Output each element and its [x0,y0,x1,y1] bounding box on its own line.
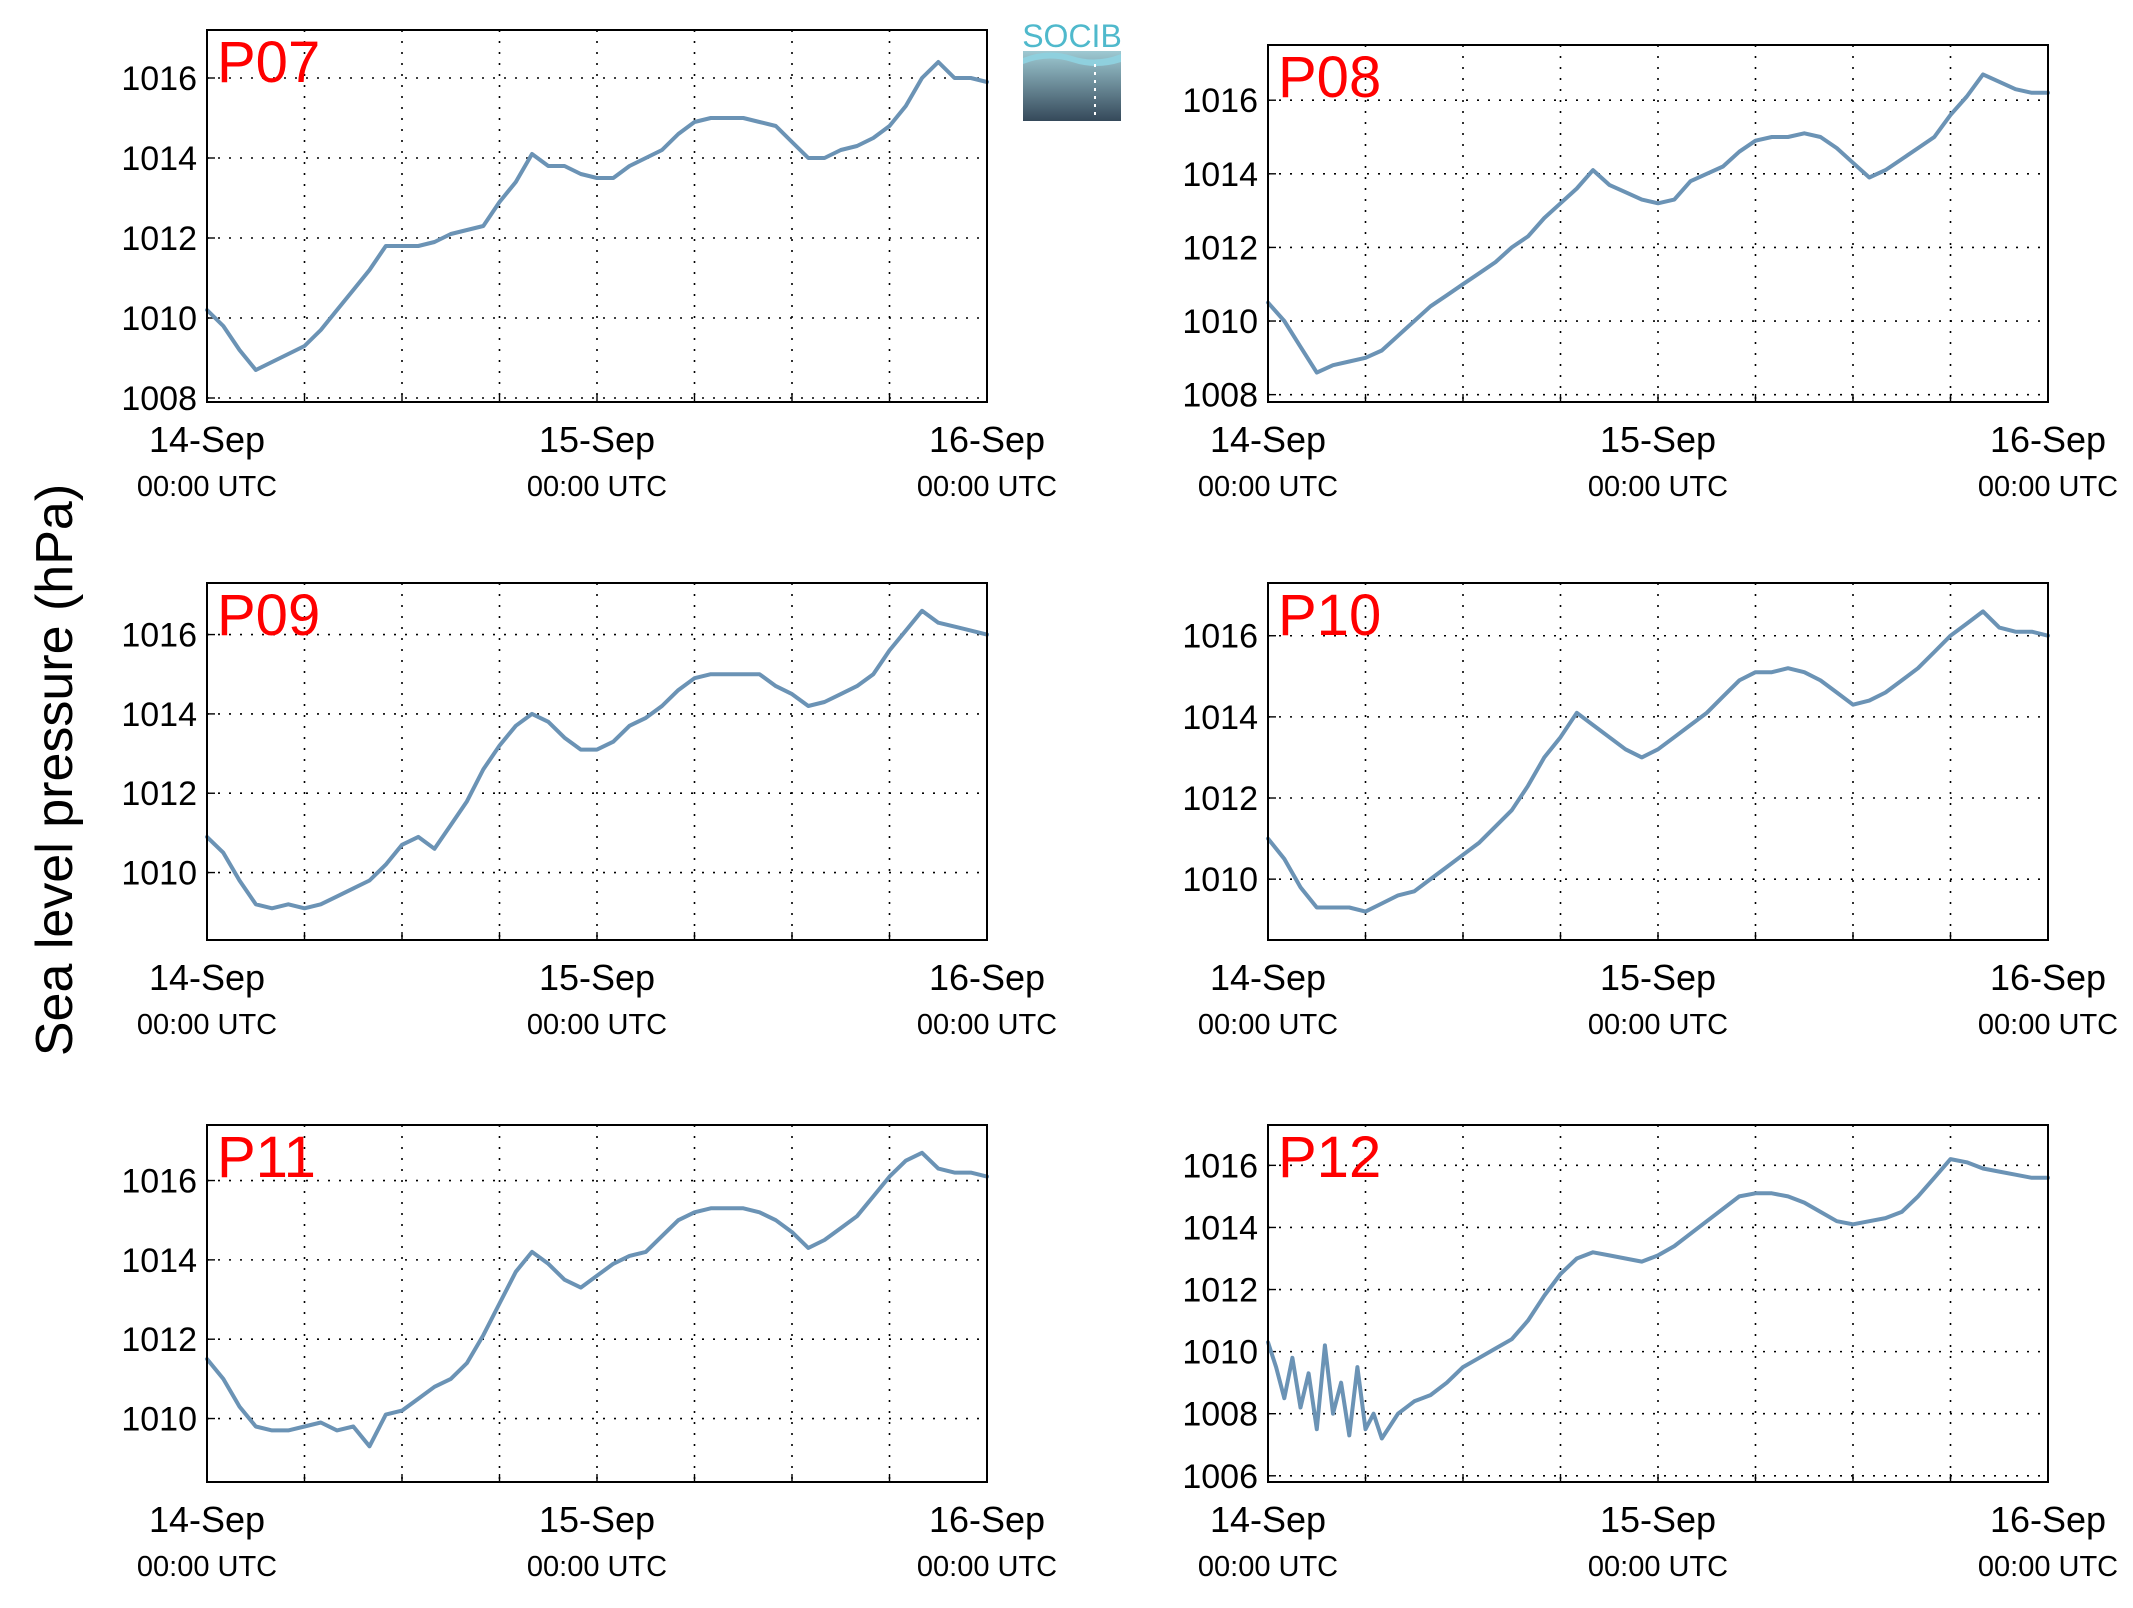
y-tick-label: 1016 [1182,82,1258,120]
pressure-series-line [205,608,989,911]
x-tick-time-label: 00:00 UTC [1198,471,1338,503]
y-tick-label: 1014 [1182,699,1258,737]
y-axis-label: Sea level pressure (hPa) [26,484,84,1056]
x-tick-date-label: 15-Sep [1600,957,1716,998]
panel-label: P10 [1278,583,1381,648]
y-tick-label: 1010 [1182,861,1258,899]
x-tick-time-label: 00:00 UTC [137,1009,277,1041]
y-tick-label: 1010 [1182,1334,1258,1372]
y-tick-label: 1006 [1182,1458,1258,1496]
socib-logo: SOCIB [1022,18,1122,121]
y-tick-label: 1012 [121,220,197,258]
x-tick-date-label: 15-Sep [1600,1499,1716,1540]
y-tick-label: 1008 [1182,377,1258,415]
y-tick-label: 1016 [121,60,197,98]
y-tick-label: 1014 [1182,1209,1258,1247]
x-tick-date-label: 14-Sep [1210,419,1326,460]
x-tick-time-label: 00:00 UTC [1588,471,1728,503]
panel-p10: 1010 1012 1014 1016 P10 14-Sep 00:00 UTC 15-Sep… [1182,582,2118,1041]
panel-label: P12 [1278,1125,1381,1190]
y-tick-label: 1008 [1182,1396,1258,1434]
x-tick-time-label: 00:00 UTC [527,1009,667,1041]
panel-p07: 1008 1010 1012 1014 1016 P07 14-Sep 00:00 UTC 15… [121,29,1057,503]
panel-label: P09 [217,583,320,648]
y-tick-label: 1010 [1182,303,1258,341]
logo-text: SOCIB [1022,18,1122,54]
y-tick-label: 1010 [121,1401,197,1439]
panel-p11: 1010 1012 1014 1016 P11 14-Sep 00:00 UTC 15-Sep… [121,1124,1057,1583]
x-tick-time-label: 00:00 UTC [1978,471,2118,503]
y-tick-label: 1012 [121,1321,197,1359]
panel-p12: 1006 1008 1010 1012 1014 1016 P12 14-Sep 00:00 U… [1182,1124,2118,1583]
panel-label: P11 [217,1125,316,1190]
x-tick-date-label: 15-Sep [539,957,655,998]
x-tick-time-label: 00:00 UTC [137,1551,277,1583]
x-tick-date-label: 14-Sep [1210,1499,1326,1540]
x-tick-date-label: 16-Sep [929,957,1045,998]
x-tick-time-label: 00:00 UTC [1978,1009,2118,1041]
y-tick-label: 1016 [121,1163,197,1201]
plot-frame [206,29,988,403]
y-tick-label: 1010 [121,300,197,338]
x-tick-time-label: 00:00 UTC [1198,1551,1338,1583]
x-tick-date-label: 14-Sep [149,1499,265,1540]
y-tick-label: 1010 [121,855,197,893]
x-tick-date-label: 15-Sep [539,1499,655,1540]
pressure-series-line [205,1150,989,1449]
pressure-series-line [1266,72,2050,375]
panel-label: P07 [217,30,320,95]
panel-p08: 1008 1010 1012 1014 1016 P08 14-Sep 00:00 UTC 15… [1182,44,2118,503]
pressure-series-line [1266,1157,2050,1441]
y-tick-label: 1014 [121,1242,197,1280]
logo-wave-icon [1023,52,1121,66]
pressure-series-line [1266,609,2050,914]
x-tick-time-label: 00:00 UTC [527,471,667,503]
x-tick-time-label: 00:00 UTC [1588,1551,1728,1583]
y-tick-label: 1012 [1182,1272,1258,1310]
x-tick-date-label: 14-Sep [149,419,265,460]
x-tick-date-label: 16-Sep [929,419,1045,460]
x-tick-date-label: 16-Sep [1990,419,2106,460]
x-tick-time-label: 00:00 UTC [917,1009,1057,1041]
y-tick-label: 1014 [121,696,197,734]
plot-frame [206,582,988,941]
pressure-series-line [205,60,989,372]
y-tick-label: 1008 [121,380,197,418]
x-tick-date-label: 15-Sep [1600,419,1716,460]
x-tick-time-label: 00:00 UTC [917,1551,1057,1583]
x-tick-date-label: 16-Sep [929,1499,1045,1540]
x-tick-time-label: 00:00 UTC [1588,1009,1728,1041]
x-tick-date-label: 16-Sep [1990,957,2106,998]
y-tick-label: 1012 [1182,229,1258,267]
panel-label: P08 [1278,45,1381,110]
plot-frame [206,1124,988,1483]
plot-frame [1267,1124,2049,1483]
x-tick-time-label: 00:00 UTC [917,471,1057,503]
panel-p09: 1010 1012 1014 1016 P09 14-Sep 00:00 UTC 15-Sep… [121,582,1057,1041]
y-tick-label: 1016 [121,617,197,655]
x-tick-date-label: 14-Sep [149,957,265,998]
y-tick-label: 1012 [1182,780,1258,818]
y-tick-label: 1014 [1182,156,1258,194]
x-tick-time-label: 00:00 UTC [137,471,277,503]
y-tick-label: 1016 [1182,618,1258,656]
panels: 1008 1010 1012 1014 1016 P07 14-Sep 00:00 UTC 15… [121,29,2118,1583]
x-tick-time-label: 00:00 UTC [1198,1009,1338,1041]
x-tick-date-label: 16-Sep [1990,1499,2106,1540]
x-tick-time-label: 00:00 UTC [527,1551,667,1583]
x-tick-time-label: 00:00 UTC [1978,1551,2118,1583]
x-tick-date-label: 15-Sep [539,419,655,460]
y-tick-label: 1016 [1182,1147,1258,1185]
x-tick-date-label: 14-Sep [1210,957,1326,998]
y-tick-label: 1012 [121,775,197,813]
y-tick-label: 1014 [121,140,197,178]
plot-frame [1267,582,2049,941]
plot-frame [1267,44,2049,403]
